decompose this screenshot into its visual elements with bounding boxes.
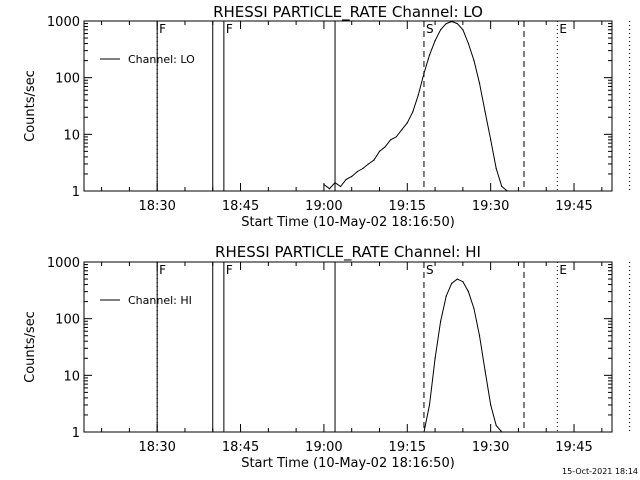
- plot-frame: [83, 20, 613, 192]
- x-tick-label: 19:45: [555, 440, 592, 455]
- x-tick-label: 19:30: [472, 440, 509, 455]
- series-point: [339, 185, 342, 188]
- series-point: [417, 94, 419, 96]
- footer-timestamp: 15-Oct-2021 18:14: [562, 467, 638, 476]
- legend-entry: Channel: HI: [128, 294, 192, 307]
- series-point: [334, 182, 336, 184]
- lo-channel-panel: RHESSI PARTICLE_RATE Channel: LO 1 10 100 10…: [23, 3, 631, 230]
- x-tick-label: 18:30: [138, 440, 175, 455]
- series-point: [390, 139, 392, 141]
- x-tick-label: 19:00: [305, 199, 342, 214]
- series-point: [467, 291, 470, 293]
- series-point: [495, 424, 497, 427]
- y-tick-label: 10: [63, 369, 80, 384]
- marker-label: S: [426, 263, 434, 277]
- marker-label: F: [226, 263, 233, 277]
- series-point: [451, 282, 453, 284]
- y-axis-label: Counts/sec: [23, 70, 38, 142]
- series-point: [456, 278, 458, 280]
- series-point: [456, 22, 458, 25]
- x-axis-label: Start Time (10-May-02 18:16:50): [241, 456, 455, 471]
- x-tick-label: 19:30: [472, 199, 509, 214]
- series-point: [495, 167, 497, 170]
- series-point: [423, 431, 425, 433]
- y-tick-label: 1: [72, 185, 80, 200]
- series-point: [434, 357, 436, 359]
- series-point: [490, 139, 492, 141]
- series-point: [462, 29, 464, 31]
- series-point: [323, 183, 325, 186]
- series-point: [440, 29, 442, 31]
- series-point: [478, 82, 481, 84]
- series-point: [501, 431, 503, 433]
- marker-label: F: [226, 22, 233, 36]
- chart-title: RHESSI PARTICLE_RATE Channel: LO: [213, 3, 483, 22]
- series-point: [406, 122, 408, 124]
- x-tick-label: 19:15: [389, 199, 426, 214]
- series-point: [473, 308, 475, 310]
- series-point: [378, 150, 381, 152]
- y-tick-label: 100: [55, 72, 80, 87]
- marker-label: S: [426, 22, 434, 36]
- x-axis-label: Start Time (10-May-02 18:16:50): [241, 215, 455, 230]
- series-point: [440, 320, 442, 322]
- series-point: [351, 175, 353, 178]
- series-point: [362, 167, 364, 170]
- marker-label: E: [559, 22, 567, 36]
- legend-entry: Channel: LO: [128, 53, 195, 66]
- series-point: [395, 136, 397, 138]
- series-point: [428, 54, 431, 56]
- y-tick-label: 100: [55, 313, 80, 328]
- series-point: [384, 146, 386, 148]
- series-point: [412, 111, 414, 113]
- marker-label: E: [559, 263, 567, 277]
- series-point: [467, 42, 470, 45]
- marker-label: F: [159, 22, 166, 36]
- series-point: [367, 163, 369, 165]
- series-point: [462, 281, 464, 283]
- series-point: [473, 60, 475, 62]
- x-tick-label: 19:45: [555, 199, 592, 214]
- hi-channel-panel: RHESSI PARTICLE_RATE Channel: HI 1 10 100 10…: [23, 243, 631, 471]
- x-tick-label: 19:00: [305, 440, 342, 455]
- series-point: [501, 185, 503, 188]
- plot-frame: [83, 261, 613, 433]
- series-point: [484, 111, 486, 113]
- series-point: [445, 295, 447, 297]
- series-point: [506, 190, 508, 192]
- series-point: [428, 404, 431, 406]
- x-tick-label: 19:15: [389, 440, 426, 455]
- series-point: [484, 370, 486, 372]
- series-point: [445, 22, 447, 25]
- y-tick-label: 10: [63, 128, 80, 143]
- series-point: [434, 40, 436, 42]
- series-line: [323, 20, 508, 192]
- series-point: [328, 188, 331, 190]
- marker-label: F: [159, 263, 166, 277]
- series-point: [373, 159, 375, 161]
- y-tick-label: 1000: [47, 256, 80, 271]
- y-tick-label: 1000: [47, 15, 80, 30]
- series-point: [423, 72, 425, 74]
- x-tick-label: 18:45: [222, 199, 259, 214]
- chart-title: RHESSI PARTICLE_RATE Channel: HI: [215, 243, 481, 262]
- x-tick-label: 18:30: [138, 199, 175, 214]
- series-point: [356, 170, 358, 173]
- y-axis-label: Counts/sec: [23, 311, 38, 383]
- x-tick-label: 18:45: [222, 440, 259, 455]
- y-tick-label: 1: [72, 426, 80, 441]
- series-point: [401, 129, 403, 131]
- series-point: [345, 178, 347, 181]
- series-point: [490, 404, 492, 406]
- series-point: [451, 20, 453, 23]
- series-point: [478, 335, 481, 337]
